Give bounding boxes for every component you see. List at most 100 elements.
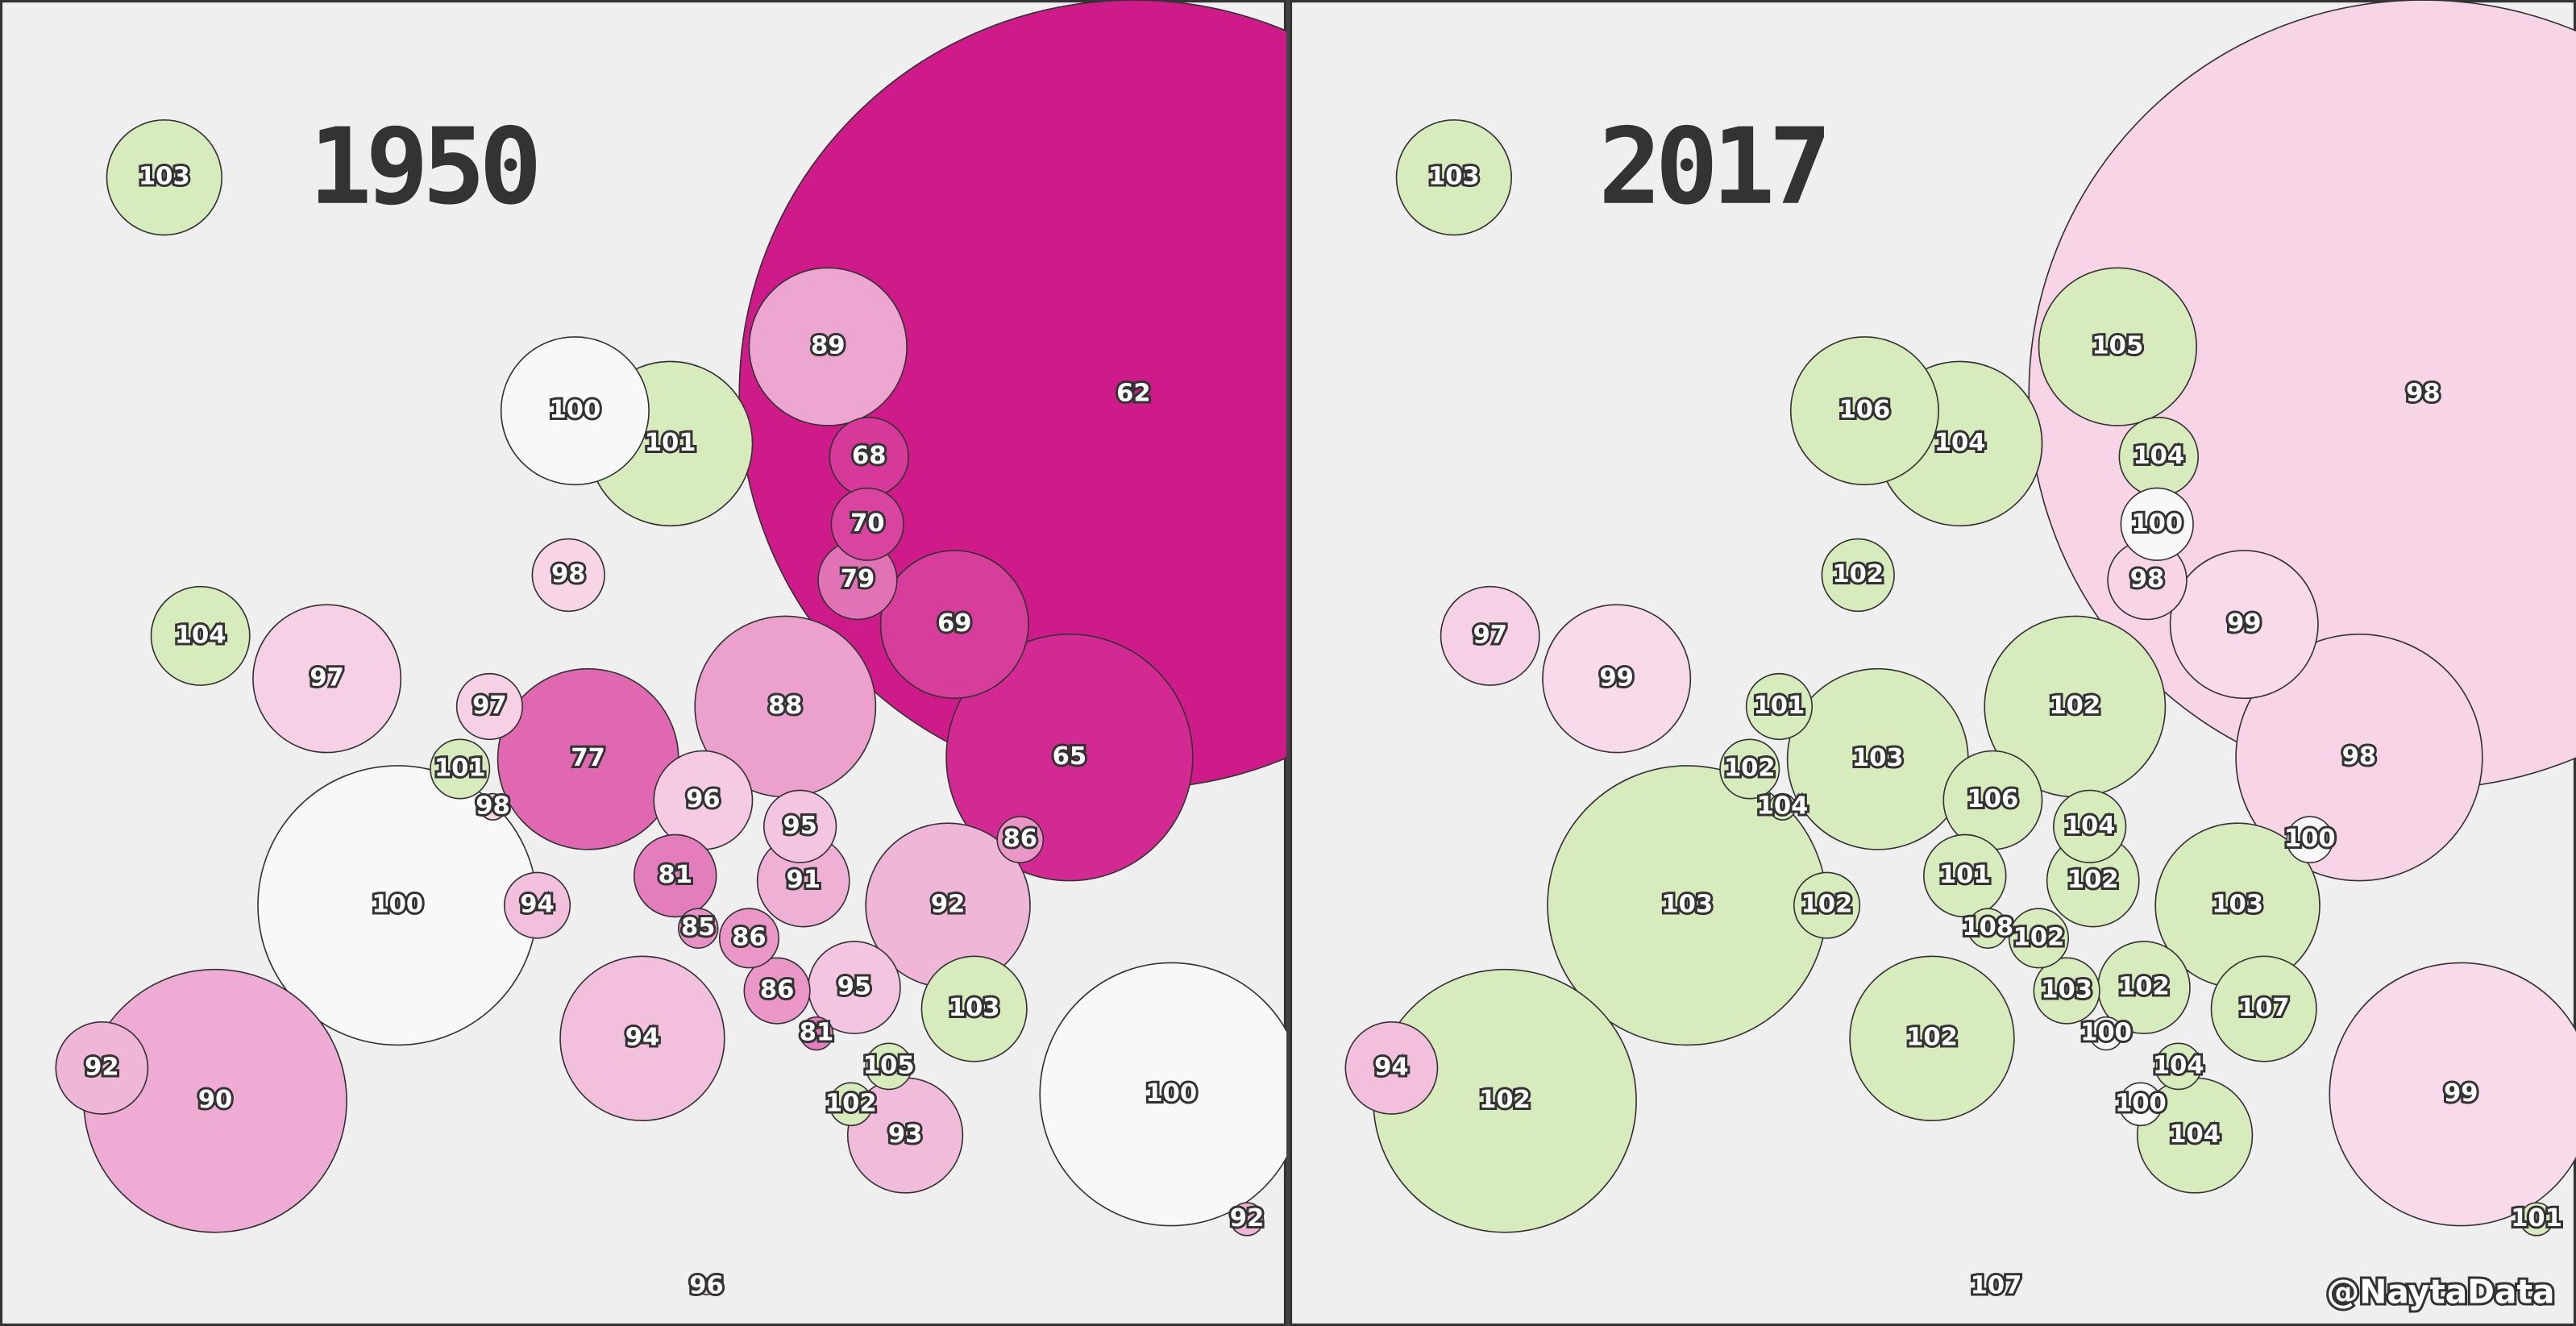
country-value-label: 98 bbox=[2342, 742, 2377, 771]
country-value-label: 100 bbox=[1145, 1079, 1197, 1108]
country-value-label: 94 bbox=[520, 891, 555, 919]
country-value-label: 98 bbox=[2406, 380, 2441, 408]
country-value-label: 99 bbox=[2227, 609, 2262, 638]
country-region bbox=[531, 538, 605, 613]
country-value-label: 107 bbox=[1971, 1272, 2022, 1300]
country-value-label: 106 bbox=[1839, 396, 1891, 424]
country-region bbox=[2033, 957, 2100, 1025]
country-value-label: 105 bbox=[2092, 332, 2143, 360]
country-value-label: 103 bbox=[2041, 976, 2092, 1004]
country-value-label: 96 bbox=[686, 785, 721, 813]
country-value-label: 101 bbox=[645, 429, 696, 457]
country-value-label: 104 bbox=[2133, 442, 2184, 470]
country-region bbox=[455, 672, 523, 741]
country-value-label: 100 bbox=[2080, 1019, 2132, 1047]
country-region bbox=[1039, 962, 1286, 1227]
country-value-label: 102 bbox=[1801, 891, 1853, 919]
country-value-label: 100 bbox=[2284, 825, 2336, 853]
country-region bbox=[500, 336, 650, 486]
country-value-label: 104 bbox=[2153, 1051, 2204, 1079]
country-value-label: 96 bbox=[689, 1272, 724, 1300]
country-value-label: 97 bbox=[310, 663, 344, 692]
country-value-label: 108 bbox=[1962, 913, 2013, 942]
country-region bbox=[2118, 1082, 2163, 1127]
country-value-label: 101 bbox=[1754, 692, 1805, 720]
country-value-label: 81 bbox=[800, 1019, 834, 1047]
country-region bbox=[2329, 962, 2576, 1227]
country-region bbox=[2286, 816, 2334, 863]
country-value-label: 86 bbox=[760, 976, 795, 1004]
country-region bbox=[1768, 792, 1797, 821]
country-region bbox=[2053, 789, 2127, 863]
country-value-label: 65 bbox=[1053, 742, 1087, 771]
country-region bbox=[1745, 672, 1814, 741]
country-region bbox=[718, 908, 779, 969]
country-value-label: 95 bbox=[783, 812, 817, 840]
country-value-label: 103 bbox=[139, 163, 190, 191]
country-value-label: 102 bbox=[1479, 1086, 1531, 1114]
country-region bbox=[430, 738, 491, 800]
country-region bbox=[633, 833, 717, 918]
country-value-label: 102 bbox=[825, 1089, 877, 1117]
country-region bbox=[879, 550, 1029, 700]
country-value-label: 68 bbox=[852, 442, 887, 470]
country-region bbox=[55, 1021, 149, 1115]
country-region bbox=[2169, 550, 2319, 700]
credit: @NaytaData bbox=[2327, 1272, 2555, 1311]
country-value-label: 104 bbox=[1934, 429, 1986, 457]
country-value-label: 62 bbox=[1116, 380, 1151, 408]
country-region bbox=[1719, 738, 1780, 800]
country-value-label: 99 bbox=[1599, 663, 1634, 692]
country-region bbox=[1789, 336, 1939, 486]
country-value-label: 88 bbox=[768, 692, 803, 720]
country-region bbox=[1440, 585, 1540, 686]
country-region bbox=[503, 871, 571, 939]
country-value-label: 106 bbox=[1967, 785, 2019, 813]
country-value-label: 98 bbox=[2130, 565, 2165, 593]
map-title: 1950 bbox=[309, 106, 536, 228]
country-region bbox=[1793, 871, 1861, 939]
country-region bbox=[2038, 267, 2197, 426]
country-region bbox=[1849, 955, 2015, 1121]
country-value-label: 104 bbox=[2064, 812, 2116, 840]
country-region bbox=[996, 816, 1045, 863]
country-value-label: 103 bbox=[2212, 891, 2263, 919]
country-region bbox=[677, 908, 719, 949]
country-value-label: 98 bbox=[551, 560, 586, 588]
country-value-label: 103 bbox=[1428, 163, 1480, 191]
country-region bbox=[252, 604, 402, 754]
country-value-label: 102 bbox=[2049, 692, 2100, 720]
country-value-label: 92 bbox=[85, 1053, 119, 1081]
country-value-label: 100 bbox=[372, 891, 423, 919]
country-value-label: 77 bbox=[571, 744, 605, 772]
country-region bbox=[2008, 908, 2069, 969]
country-value-label: 102 bbox=[2118, 973, 2170, 1001]
country-region bbox=[479, 792, 507, 821]
country-region bbox=[743, 957, 811, 1025]
country-value-label: 101 bbox=[1939, 861, 1991, 889]
country-value-label: 98 bbox=[476, 792, 510, 820]
country-region bbox=[150, 585, 251, 686]
country-region bbox=[559, 955, 725, 1121]
country-value-label: 89 bbox=[811, 332, 846, 360]
country-region bbox=[1542, 604, 1692, 754]
country-value-label: 85 bbox=[681, 913, 716, 942]
country-value-label: 103 bbox=[1852, 744, 1904, 772]
country-region bbox=[762, 789, 837, 863]
country-value-label: 102 bbox=[2013, 923, 2065, 951]
country-value-label: 100 bbox=[549, 396, 600, 424]
country-value-label: 93 bbox=[888, 1120, 923, 1149]
country-value-label: 107 bbox=[2238, 994, 2290, 1022]
map-panel: 103 100 101 89 62 68 70 79 69 65 88 77 98 104 97 97 101 9… bbox=[0, 0, 1286, 1326]
map-title: 2017 bbox=[1598, 106, 1826, 228]
country-region bbox=[2088, 1016, 2124, 1051]
country-region bbox=[2154, 1042, 2203, 1091]
country-value-label: 86 bbox=[1003, 825, 1037, 853]
country-value-label: 102 bbox=[1724, 754, 1776, 782]
country-region bbox=[2210, 955, 2317, 1062]
country-value-label: 99 bbox=[2444, 1079, 2478, 1108]
country-region bbox=[2235, 634, 2483, 882]
map-panel: 1031061041059810410098999810210310297991… bbox=[1290, 0, 2576, 1326]
country-region bbox=[920, 955, 1028, 1062]
country-value-label: 100 bbox=[2115, 1089, 2167, 1117]
